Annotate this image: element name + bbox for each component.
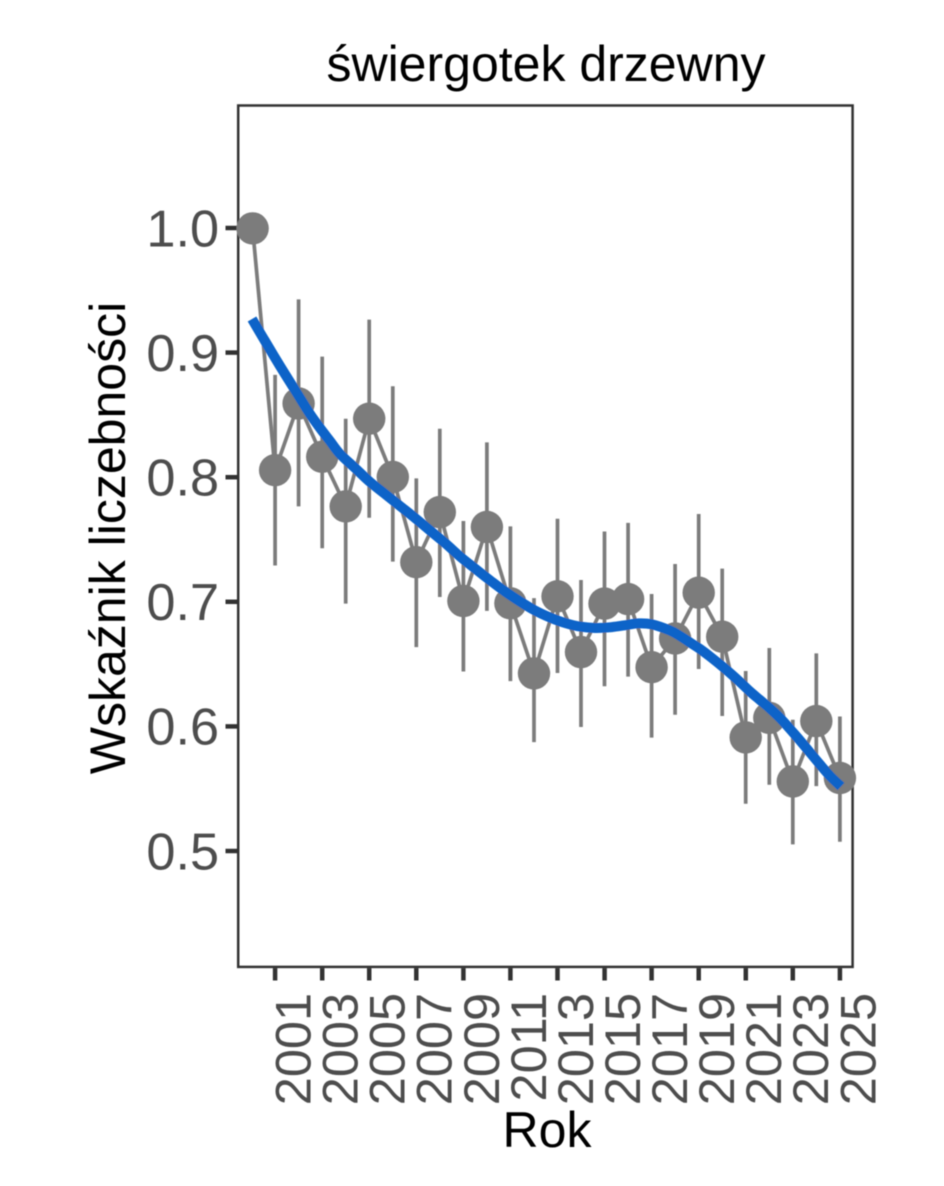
svg-text:0.8: 0.8 — [146, 450, 219, 508]
svg-text:2001: 2001 — [265, 993, 322, 1105]
svg-text:0.7: 0.7 — [146, 574, 219, 632]
svg-text:2005: 2005 — [359, 993, 416, 1105]
svg-text:Wskaźnik liczebności: Wskaźnik liczebności — [80, 302, 136, 774]
svg-text:2025: 2025 — [829, 993, 886, 1105]
svg-text:0.6: 0.6 — [146, 699, 219, 757]
svg-text:0.9: 0.9 — [146, 325, 219, 383]
svg-text:2015: 2015 — [594, 993, 651, 1105]
svg-text:Rok: Rok — [503, 1102, 593, 1158]
svg-text:0.5: 0.5 — [146, 823, 219, 881]
svg-text:2017: 2017 — [641, 993, 698, 1105]
svg-text:1.0: 1.0 — [146, 200, 219, 258]
svg-text:świergotek drzewny: świergotek drzewny — [326, 36, 765, 92]
svg-text:2013: 2013 — [547, 993, 604, 1105]
svg-text:2003: 2003 — [312, 993, 369, 1105]
svg-text:2021: 2021 — [735, 993, 792, 1105]
svg-text:2023: 2023 — [782, 993, 839, 1105]
svg-text:2009: 2009 — [453, 993, 510, 1105]
svg-text:2019: 2019 — [688, 993, 745, 1105]
svg-text:2007: 2007 — [406, 993, 463, 1105]
svg-text:2011: 2011 — [500, 993, 557, 1102]
